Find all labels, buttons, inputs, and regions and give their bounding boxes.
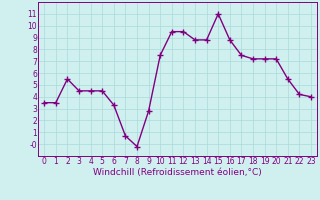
X-axis label: Windchill (Refroidissement éolien,°C): Windchill (Refroidissement éolien,°C) xyxy=(93,168,262,177)
